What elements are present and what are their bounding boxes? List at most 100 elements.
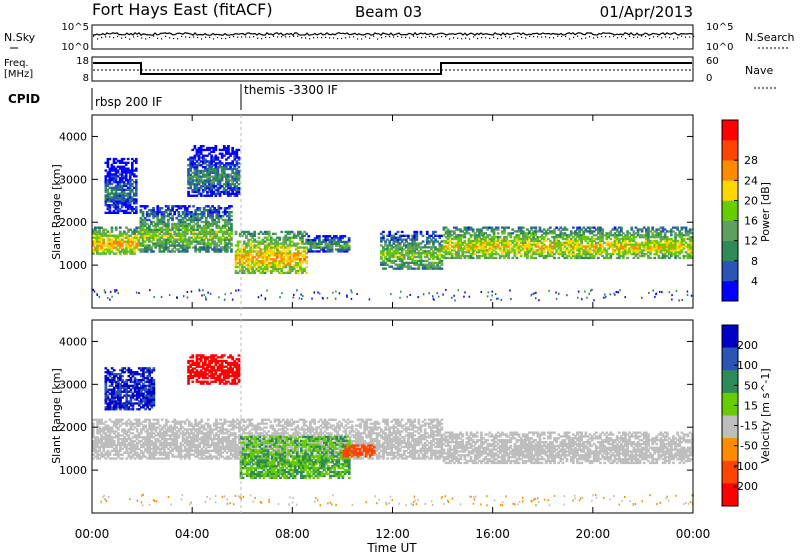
heatmap-cell <box>214 179 218 182</box>
heatmap-cell <box>225 175 228 178</box>
heatmap-cell <box>135 434 139 437</box>
heatmap-cell <box>659 245 663 248</box>
heatmap-cell <box>135 455 139 458</box>
heatmap-cell <box>567 234 571 237</box>
heatmap-cell <box>237 190 241 194</box>
heatmap-cell <box>398 254 402 257</box>
nsearch-point <box>529 35 531 37</box>
heatmap-cell <box>211 212 214 216</box>
heatmap-cell <box>225 162 228 165</box>
heatmap-cell <box>536 236 540 239</box>
heatmap-cell <box>498 254 502 258</box>
heatmap-cell <box>135 445 139 449</box>
heatmap-cell <box>484 256 487 260</box>
heatmap-cell <box>152 234 155 237</box>
heatmap-cell <box>110 211 114 214</box>
heatmap-cell <box>413 261 417 264</box>
heatmap-cell <box>112 252 116 255</box>
heatmap-cell <box>611 241 615 244</box>
heatmap-cell <box>206 146 209 150</box>
heatmap-cell <box>515 241 519 244</box>
heatmap-cell <box>318 240 321 244</box>
heatmap-cell <box>167 230 170 233</box>
heatmap-cell <box>645 239 648 243</box>
heatmap-cell <box>152 242 155 245</box>
heatmap-cell <box>476 251 479 254</box>
nsearch-point <box>569 38 571 40</box>
heatmap-cell <box>496 226 500 229</box>
heatmap-cell <box>638 251 642 254</box>
nsearch-point <box>341 37 343 40</box>
heatmap-cell <box>576 232 579 235</box>
heatmap-cell <box>145 236 149 239</box>
heatmap-cell <box>330 242 334 245</box>
heatmap-cell <box>124 182 128 186</box>
heatmap-cell <box>127 453 131 456</box>
heatmap-cell <box>671 298 673 301</box>
heatmap-cell <box>490 253 494 256</box>
heatmap-cell <box>177 207 181 210</box>
heatmap-cell <box>459 228 462 231</box>
heatmap-cell <box>129 228 132 231</box>
heatmap-cell <box>241 250 244 253</box>
heatmap-cell <box>565 247 569 250</box>
heatmap-cell <box>98 418 101 421</box>
heatmap-cell <box>398 244 402 247</box>
heatmap-cell <box>127 236 130 239</box>
heatmap-cell <box>128 202 132 205</box>
heatmap-cell <box>139 248 143 251</box>
heatmap-cell <box>122 209 126 213</box>
heatmap-cell <box>125 434 129 437</box>
heatmap-cell <box>126 206 130 209</box>
heatmap-cell <box>215 224 219 228</box>
heatmap-cell <box>605 237 609 241</box>
heatmap-cell <box>343 244 347 247</box>
nsearch-point <box>689 36 691 38</box>
heatmap-cell <box>137 420 141 423</box>
heatmap-cell <box>139 220 143 224</box>
heatmap-cell <box>584 230 588 233</box>
heatmap-cell <box>400 240 404 243</box>
heatmap-cell <box>233 171 237 174</box>
heatmap-cell <box>337 240 340 244</box>
heatmap-cell <box>402 263 406 266</box>
heatmap-cell <box>188 222 191 226</box>
heatmap-cell <box>131 445 135 449</box>
heatmap-cell <box>131 440 135 443</box>
heatmap-cell <box>425 263 429 266</box>
heatmap-cell <box>109 298 111 301</box>
heatmap-cell <box>129 252 132 255</box>
heatmap-cell <box>311 297 313 300</box>
heatmap-cell <box>112 157 116 161</box>
heatmap-cell <box>267 250 271 253</box>
heatmap-cell <box>243 250 246 253</box>
heatmap-cell <box>663 234 667 237</box>
heatmap-cell <box>201 162 205 165</box>
heatmap-cell <box>347 248 351 251</box>
heatmap-cell <box>425 230 429 234</box>
heatmap-cell <box>199 164 203 167</box>
heatmap-cell <box>267 242 271 245</box>
heatmap-cell <box>690 232 694 235</box>
heatmap-cell <box>150 209 153 212</box>
heatmap-cell <box>624 245 627 248</box>
heatmap-cell <box>500 298 503 301</box>
heatmap-cell <box>96 438 99 441</box>
heatmap-cell <box>305 271 308 274</box>
heatmap-cell <box>530 237 533 241</box>
heatmap-cell <box>207 220 210 224</box>
heatmap-cell <box>100 441 103 445</box>
heatmap-cell <box>294 234 298 237</box>
heatmap-cell <box>582 251 586 254</box>
heatmap-cell <box>267 234 271 237</box>
heatmap-cell <box>135 451 139 454</box>
nsearch-point <box>169 37 171 39</box>
heatmap-cell <box>171 242 174 245</box>
heatmap-cell <box>135 246 139 249</box>
heatmap-cell <box>488 247 492 250</box>
nsearch-point <box>137 35 139 37</box>
heatmap-cell <box>430 263 433 266</box>
heatmap-cell <box>140 430 143 433</box>
heatmap-cell <box>413 232 417 235</box>
heatmap-cell <box>126 188 130 191</box>
